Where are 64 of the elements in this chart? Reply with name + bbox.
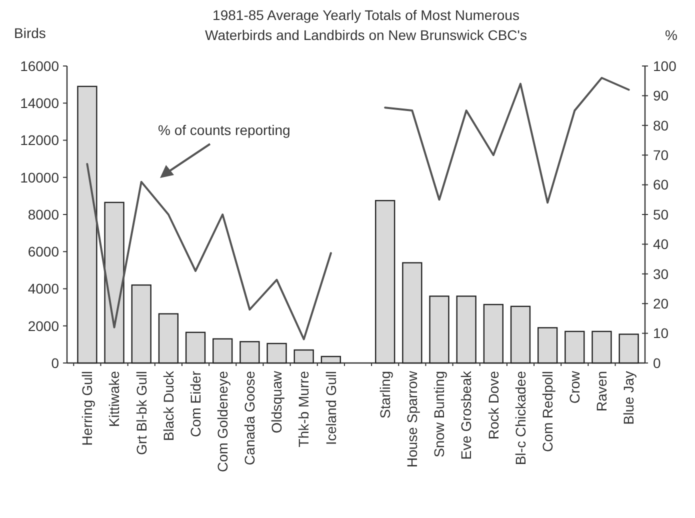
bar xyxy=(618,334,639,364)
y-tick-label: 6000 xyxy=(28,244,60,260)
y2-tick-label: 30 xyxy=(653,266,669,282)
y2-tick-label: 90 xyxy=(653,88,669,104)
x-tick-label: Grt Bl-bk Gull xyxy=(133,371,150,456)
bar xyxy=(429,296,450,364)
bar xyxy=(185,332,206,364)
y-tick-label: 16000 xyxy=(20,58,60,74)
y-tick-label: 8000 xyxy=(28,206,60,222)
y2-tick-label: 0 xyxy=(653,354,661,371)
bar xyxy=(240,341,260,364)
bar xyxy=(77,86,98,364)
bar xyxy=(510,306,531,364)
x-tick-label: Snow Bunting xyxy=(431,371,448,458)
y2-tick-label: 80 xyxy=(653,117,669,134)
y2-tick-label: 50 xyxy=(653,206,669,222)
y-tick-label: 10000 xyxy=(20,169,60,186)
bar xyxy=(158,313,179,364)
x-tick-label: Starling xyxy=(376,371,393,418)
x-tick-label: Com Eider xyxy=(187,370,204,438)
bar xyxy=(320,356,341,364)
bar xyxy=(104,202,124,364)
x-tick-label: Iceland Gull xyxy=(322,371,339,445)
bar xyxy=(375,200,396,364)
x-tick-label: House Sparrow xyxy=(404,370,420,468)
x-tick-label: Bl-c Chickadee xyxy=(512,370,528,466)
bar xyxy=(537,327,558,364)
bar xyxy=(212,338,233,364)
x-tick-label: Canada Goose xyxy=(242,370,258,466)
y-tick-label: 14000 xyxy=(20,95,60,112)
x-tick-label: Blue Jay xyxy=(620,371,637,425)
x-tick-label: Rock Dove xyxy=(485,370,502,440)
y2-axis-title: % xyxy=(665,27,678,43)
x-tick-label: Raven xyxy=(594,371,610,412)
y2-tick-label: 20 xyxy=(653,296,669,312)
x-tick-label: Herring Gull xyxy=(79,371,96,446)
y2-tick-label: 10 xyxy=(653,325,669,342)
annotation: % of counts reporting xyxy=(158,122,290,138)
bar xyxy=(131,284,152,364)
x-tick-label: Eve Grosbeak xyxy=(458,370,474,460)
bar xyxy=(456,296,476,364)
x-tick-label: Com Goldeneye xyxy=(214,370,230,472)
y-tick-label: 4000 xyxy=(28,280,60,297)
x-tick-label: Black Duck xyxy=(160,370,176,442)
bar xyxy=(564,330,585,364)
y-tick-label: 0 xyxy=(51,354,60,371)
x-tick-label: Thk-b Murre xyxy=(296,370,312,448)
bar xyxy=(402,262,422,364)
y2-tick-label: 100 xyxy=(653,58,677,74)
y2-tick-label: 70 xyxy=(653,147,669,163)
bar xyxy=(266,342,287,364)
x-tick-label: Kittiwake xyxy=(106,370,122,428)
y-tick-label: 2000 xyxy=(28,318,60,334)
y2-tick-label: 60 xyxy=(653,176,669,193)
x-tick-label: Com Redpoll xyxy=(539,371,556,452)
bar xyxy=(483,304,504,364)
y-axis-title: Birds xyxy=(14,25,46,41)
y-tick-label: 12000 xyxy=(20,132,60,148)
x-tick-label: Crow xyxy=(566,370,583,404)
bar xyxy=(592,330,612,364)
y2-tick-label: 40 xyxy=(653,236,669,252)
chart-title: 1981-85 Average Yearly Totals of Most Numerous Waterbirds and Landbirds on New Brunswick CBC's xyxy=(205,7,527,43)
x-tick-label: Oldsquaw xyxy=(268,370,285,434)
bar xyxy=(294,349,314,364)
